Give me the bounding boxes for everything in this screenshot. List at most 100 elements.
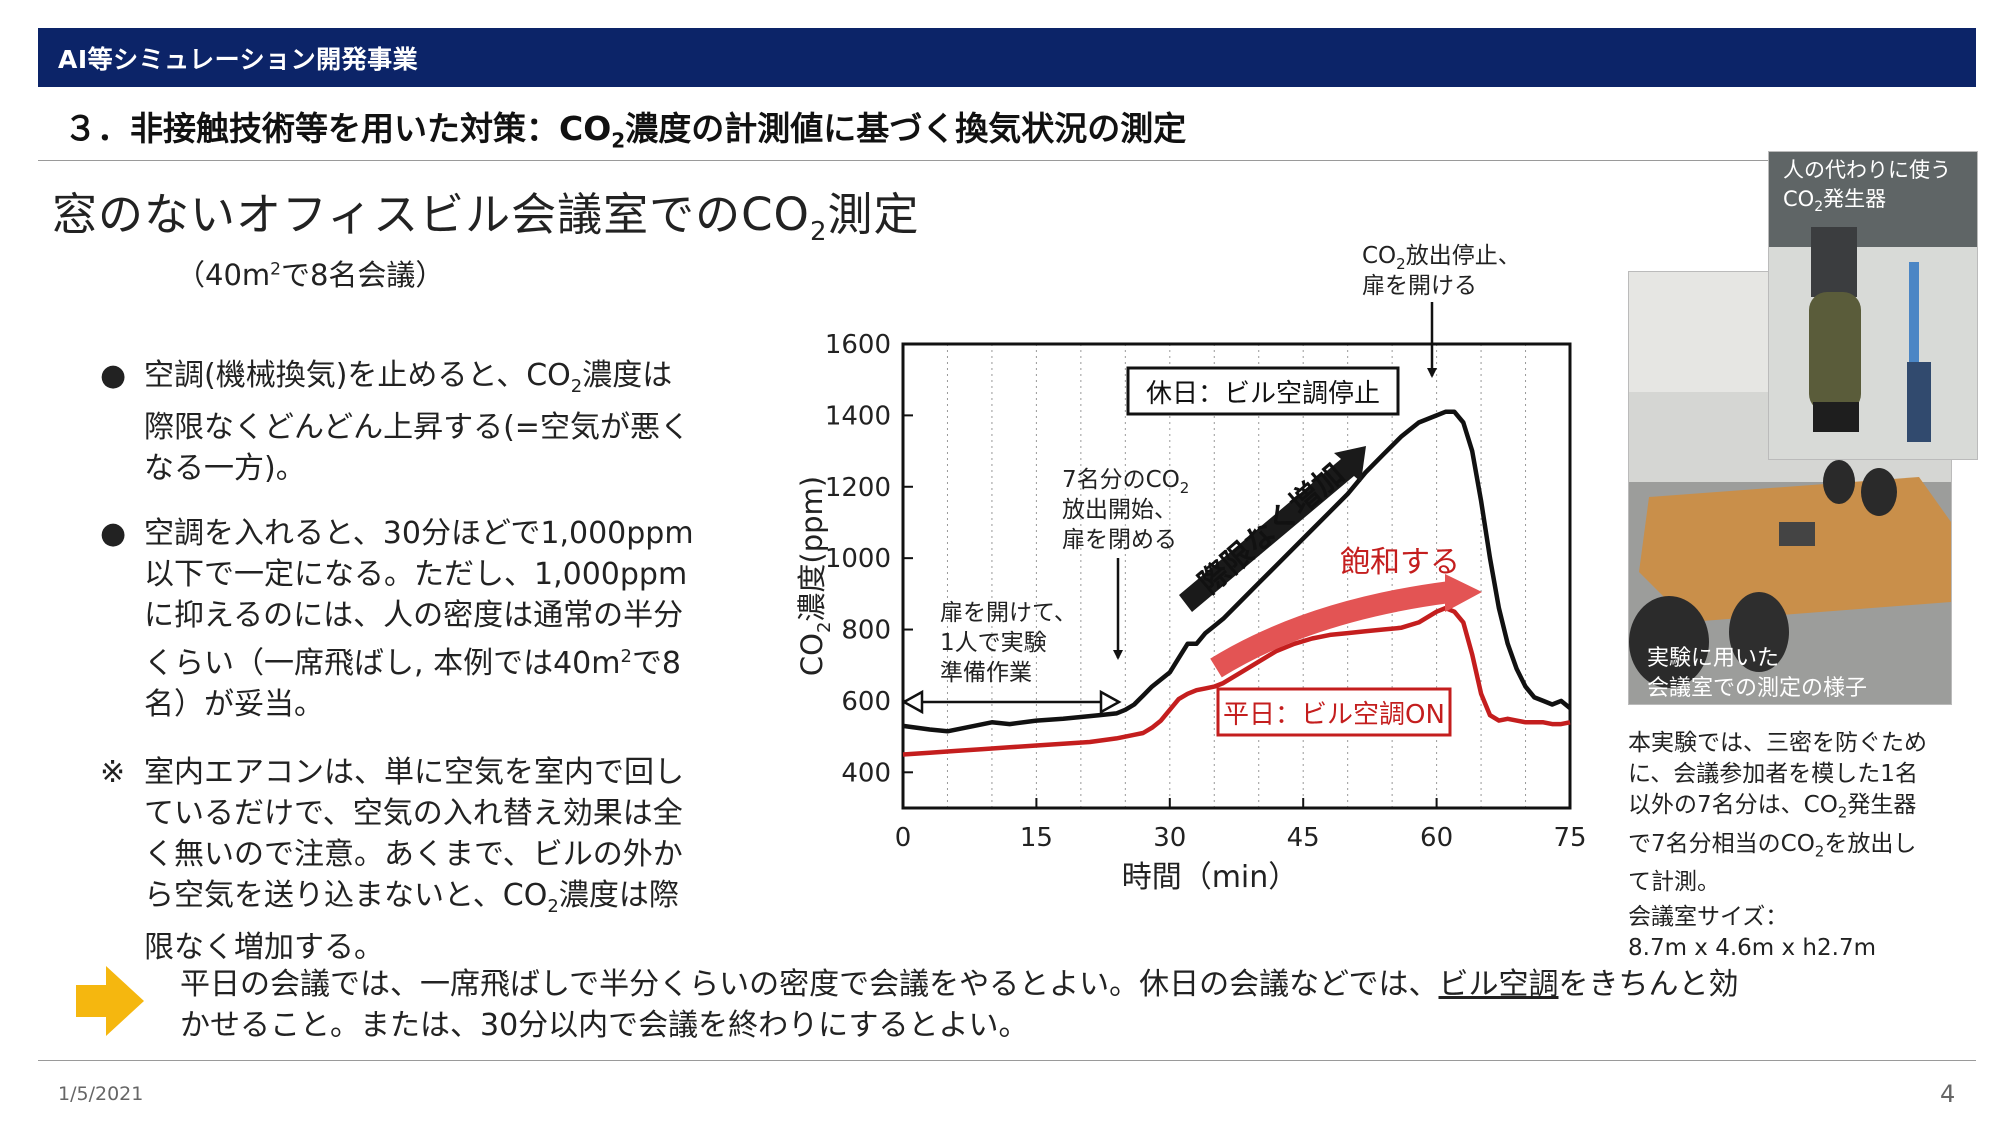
bullet-text: 空調(機械換気)を止めると、CO xyxy=(144,358,571,393)
description-subscript: 2 xyxy=(1814,842,1825,861)
bullet-line: 空調(機械換気)を止めると、CO2濃度は xyxy=(100,355,750,407)
description-subscript: 2 xyxy=(1837,803,1848,822)
cylinder-base xyxy=(1813,402,1859,432)
conclusion-line: 平日の会議では、一席飛ばしで半分くらいの密度で会議をやるとよい。休日の会議などで… xyxy=(180,964,1940,1005)
bullet-text: 濃度は際 xyxy=(558,878,679,913)
bullet-subscript: 2 xyxy=(547,896,559,917)
series-line-weekday xyxy=(902,605,1571,757)
room-caption-line: 会議室での測定の様子 xyxy=(1647,676,1868,701)
background-cabinet xyxy=(1769,152,1977,247)
series-line-holiday xyxy=(902,409,1572,734)
y-tick-label: 1000 xyxy=(825,544,891,574)
saturation-arrow-head xyxy=(1445,574,1482,612)
y-label-suffix: 濃度(ppm) xyxy=(795,476,829,622)
bullet-line: に抑えるのには、人の密度は通常の半分 xyxy=(144,598,684,633)
slide-subtitle: （40m2で8名会議） xyxy=(176,252,444,294)
co2-chart: 0 15 30 45 60 75 400 600 800 1000 1200 1400 1600 時間（… xyxy=(795,243,1587,895)
heading-divider xyxy=(38,160,1976,161)
bullet-dot-icon: ● xyxy=(100,358,127,393)
x-tick-label: 75 xyxy=(1553,823,1586,853)
co2-generator-illustration xyxy=(1769,152,1977,459)
annotation-prep-line3: 準備作業 xyxy=(940,660,1032,686)
annotation-stop-subscript: 2 xyxy=(1396,255,1406,273)
room-caption-line: 実験に用いた xyxy=(1647,646,1780,671)
chair xyxy=(1729,592,1789,672)
holiday-label-box xyxy=(1126,366,1400,416)
x-axis-label: 時間（min） xyxy=(1122,860,1299,895)
bullet-item-2: ● 空調を入れると、30分ほどで1,000ppm 以下で一定になる。ただし、1,… xyxy=(100,513,750,725)
description-text: 発生器 xyxy=(1847,792,1917,818)
annotation-stop-prefix: CO xyxy=(1362,243,1396,269)
chair xyxy=(1823,460,1855,504)
bullet-line: ているだけで、空気の入れ替え効果は全 xyxy=(144,796,683,831)
page-number: 4 xyxy=(1940,1080,1956,1108)
annotation-stop-suffix: 放出停止、 xyxy=(1406,243,1521,269)
subtitle-suffix: で8名会議） xyxy=(280,258,445,292)
chair xyxy=(1629,596,1709,688)
y-label-subscript: 2 xyxy=(814,622,835,633)
room-size-label: 会議室サイズ： xyxy=(1628,904,1789,931)
bullet-superscript: 2 xyxy=(620,646,632,667)
co2-generator-photo: 人の代わりに使う CO2発生器 xyxy=(1768,151,1978,460)
x-tick-label: 60 xyxy=(1420,823,1453,853)
conclusion-underlined-text: ビル空調 xyxy=(1438,967,1559,1002)
weekday-label: 平日：ビル空調ON xyxy=(1223,700,1445,730)
annotation-stop-line2: 扉を開ける xyxy=(1362,273,1477,299)
generator-caption-prefix: CO xyxy=(1783,187,1815,211)
title-prefix: 窓のないオフィスビル会議室でのCO xyxy=(52,188,810,241)
generator-photo-caption: 人の代わりに使う CO2発生器 xyxy=(1783,156,1951,222)
description-line: 以外の7名分は、CO2発生器 xyxy=(1628,790,1968,829)
gas-cylinder xyxy=(1809,292,1861,412)
description-text: 以外の7名分は、CO xyxy=(1628,792,1838,818)
description-line: で7名分相当のCO2を放出し xyxy=(1628,829,1968,868)
bullet-line: く無いので注意。あくまで、ビルの外か xyxy=(144,837,683,872)
note-mark-icon: ※ xyxy=(100,755,126,790)
holiday-label: 休日：ビル空調停止 xyxy=(1146,379,1380,409)
description-line: 本実験では、三密を防ぐため xyxy=(1628,730,1927,756)
bullet-line: ら空気を送り込まないと、CO2濃度は際 xyxy=(100,875,750,927)
weekday-label-box xyxy=(1216,687,1452,737)
y-tick-label: 400 xyxy=(841,758,891,788)
plot-frame xyxy=(901,342,1572,810)
generator-caption-line: CO2発生器 xyxy=(1783,185,1951,222)
bullet-text: くらい（一席飛ばし, 本例では40m xyxy=(144,646,621,681)
heading-prefix: ３．非接触技術等を用いた対策：CO xyxy=(64,109,612,148)
bullet-line: 限なく増加する。 xyxy=(144,930,384,965)
subtitle-prefix: （40m xyxy=(176,258,271,292)
x-tick-label: 0 xyxy=(895,823,912,853)
meeting-table xyxy=(1639,477,1951,622)
chair xyxy=(1861,468,1897,516)
bullet-line: 空調を入れると、30分ほどで1,000ppm xyxy=(144,516,694,551)
annotation-start-line2: 放出開始、 xyxy=(1062,497,1177,523)
tube xyxy=(1909,262,1919,372)
bullet-text: で8 xyxy=(631,646,682,681)
annotation-prep-line1: 扉を開けて、 xyxy=(940,600,1077,626)
bullet-item-1: ● 空調(機械換気)を止めると、CO2濃度は 際限なくどんどん上昇する(=空気が… xyxy=(100,355,750,489)
y-axis-label: CO2濃度(ppm) xyxy=(795,476,835,676)
x-tick-label: 45 xyxy=(1287,823,1320,853)
heading-subscript: 2 xyxy=(611,128,626,153)
y-label-prefix: CO xyxy=(795,633,829,676)
conclusion-text: 平日の会議では、一席飛ばしで半分くらいの密度で会議をやるとよい。休日の会議などで… xyxy=(180,964,1940,1046)
prep-span-right-head xyxy=(1099,689,1122,715)
experiment-description: 本実験では、三密を防ぐため に、会議参加者を模した1名 以外の7名分は、CO2発… xyxy=(1628,728,1968,964)
bullet-line: 室内エアコンは、単に空気を室内で回し xyxy=(144,755,684,790)
laptop xyxy=(1779,522,1815,546)
x-tick-label: 15 xyxy=(1020,823,1053,853)
header-band-title: AI等シミュレーション開発事業 xyxy=(58,45,419,74)
annotation-start-prefix: 7名分のCO xyxy=(1062,467,1180,493)
title-subscript: 2 xyxy=(809,217,828,247)
footer-divider xyxy=(38,1060,1976,1061)
conclusion-line: かせること。または、30分以内で会議を終わりにするとよい。 xyxy=(180,1008,1029,1043)
annotation-start-subscript: 2 xyxy=(1180,479,1190,497)
generator-caption-subscript: 2 xyxy=(1814,199,1824,216)
heading-suffix: 濃度の計測値に基づく換気状況の測定 xyxy=(625,109,1187,148)
subtitle-superscript: 2 xyxy=(270,259,281,280)
chart-ticks: 0 15 30 45 60 75 400 600 800 1000 1200 1400 1600 xyxy=(825,330,1587,853)
annotation-start-line1: 7名分のCO2 xyxy=(1062,467,1189,497)
y-axis-label-text: CO2濃度(ppm) xyxy=(795,476,835,676)
bullet-subscript: 2 xyxy=(570,376,583,397)
generator-caption-line: 人の代わりに使う xyxy=(1783,158,1951,182)
bullet-line: 名）が妥当。 xyxy=(144,687,324,722)
saturation-label: 飽和する xyxy=(1340,545,1460,580)
